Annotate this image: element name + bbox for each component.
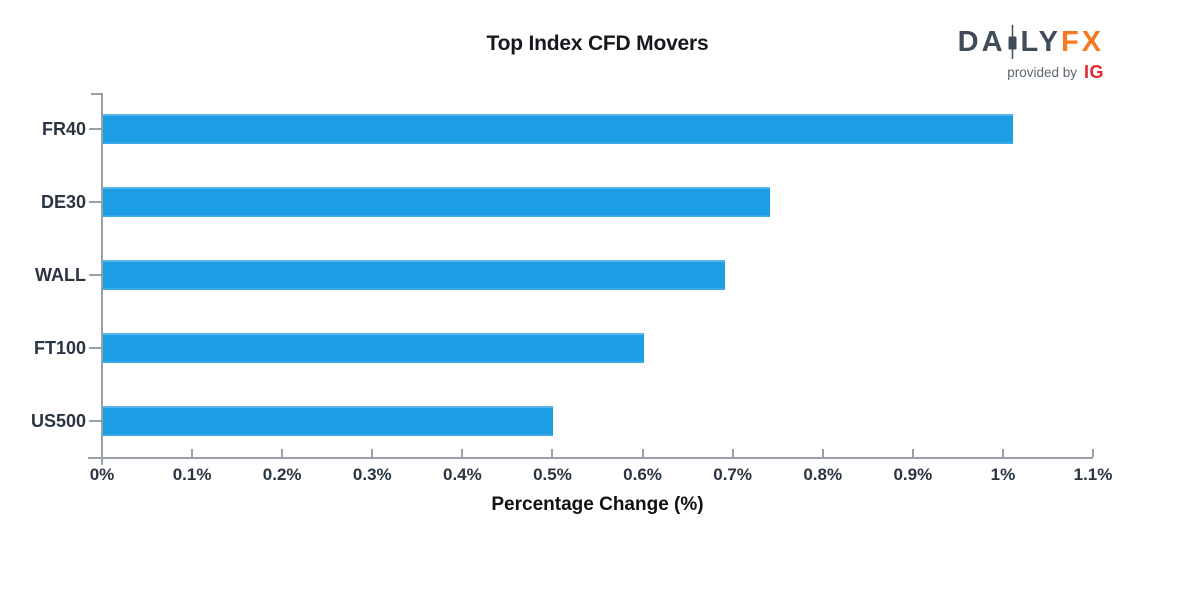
dailyfx-wordmark: DA LY FX bbox=[958, 25, 1104, 59]
x-tick bbox=[731, 449, 734, 457]
provided-by-text: provided by bbox=[1007, 65, 1077, 80]
x-tick bbox=[821, 449, 824, 457]
y-axis-label: US500 bbox=[30, 410, 86, 431]
bar-de30 bbox=[103, 187, 770, 218]
x-tick bbox=[461, 449, 464, 457]
x-tick bbox=[371, 449, 374, 457]
y-tick bbox=[89, 201, 102, 204]
ig-logo-text: IG bbox=[1083, 62, 1104, 82]
y-axis-top-cap bbox=[91, 93, 102, 95]
x-tick-label: 0.7% bbox=[713, 465, 752, 484]
x-tick bbox=[1001, 449, 1004, 457]
x-tick bbox=[281, 449, 284, 457]
x-tick-label: 0.5% bbox=[533, 465, 572, 484]
x-tick-label: 0.3% bbox=[352, 465, 392, 484]
logo-text-fx: FX bbox=[1060, 26, 1104, 58]
x-tick-label: 0.6% bbox=[623, 465, 662, 484]
logo-text-ly: LY bbox=[1020, 26, 1061, 58]
x-axis-line bbox=[88, 457, 1093, 459]
y-axis-line bbox=[101, 93, 103, 465]
x-axis-title: Percentage Change (%) bbox=[491, 494, 704, 515]
y-tick bbox=[89, 419, 102, 422]
y-axis-label: WALL bbox=[35, 265, 86, 285]
x-tick bbox=[911, 449, 914, 457]
x-tick bbox=[551, 449, 554, 457]
x-tick bbox=[641, 449, 644, 457]
chart-title: Top Index CFD Movers bbox=[486, 32, 709, 55]
logo-text-da: DA bbox=[957, 26, 1006, 58]
bar-ft100 bbox=[103, 332, 644, 363]
y-axis-label: FR40 bbox=[41, 119, 86, 140]
y-axis-label: FT100 bbox=[33, 337, 86, 358]
x-tick-label: 0.9% bbox=[893, 465, 933, 484]
provided-by-row: provided by IG bbox=[1007, 62, 1104, 83]
candlestick-icon bbox=[1008, 25, 1017, 59]
x-tick-label: 0.1% bbox=[172, 465, 212, 484]
bar-us500 bbox=[103, 405, 554, 436]
x-tick-label: 0.4% bbox=[442, 465, 482, 484]
x-tick-label: 0.8% bbox=[803, 465, 843, 484]
y-tick bbox=[89, 346, 102, 349]
dailyfx-logo: DA LY FX provided by IG bbox=[958, 25, 1104, 83]
x-tick-label: 1.1% bbox=[1073, 465, 1113, 484]
plot-area: 0% 0.1% 0.2% 0.3% 0.4% 0.5% 0.6% 0.7% 0.8% 0.9% 1%… bbox=[31, 93, 1112, 484]
y-tick bbox=[89, 274, 102, 276]
bar-wall bbox=[103, 260, 725, 290]
x-tick bbox=[1092, 449, 1094, 457]
bar-fr40 bbox=[103, 114, 1013, 145]
x-tick-label: 0.2% bbox=[262, 465, 302, 484]
x-tick bbox=[191, 449, 194, 457]
x-tick-label: 1% bbox=[990, 465, 1016, 484]
x-tick-label: 0% bbox=[89, 465, 115, 484]
y-axis-label: DE30 bbox=[40, 192, 86, 213]
y-tick bbox=[89, 128, 102, 131]
